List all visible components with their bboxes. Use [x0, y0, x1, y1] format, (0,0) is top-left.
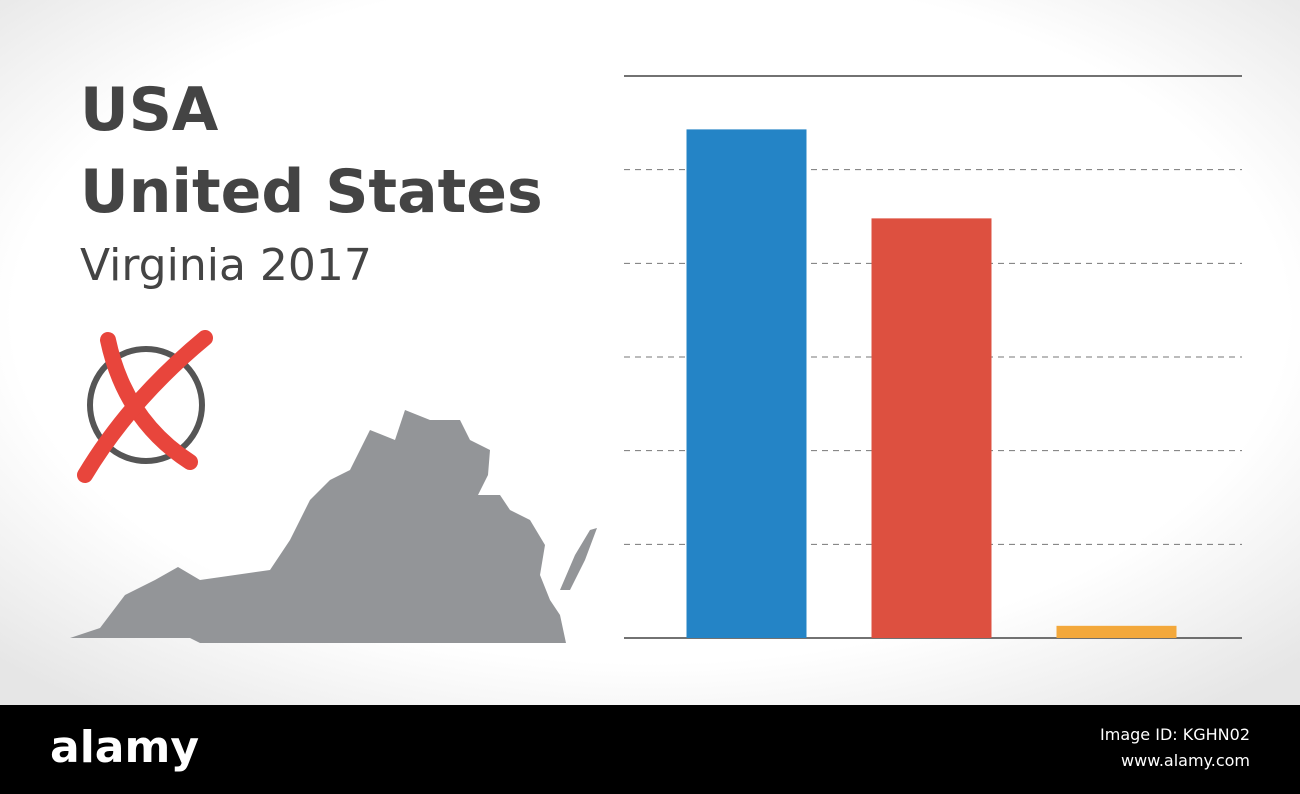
virginia-map: [70, 410, 597, 643]
subtitle: Virginia 2017: [80, 240, 372, 291]
ballot-icon: [77, 330, 213, 483]
footer-bar: [0, 705, 1300, 794]
title-line: USA: [80, 75, 219, 145]
bar-chart: [624, 75, 1242, 639]
brand: alamy: [50, 722, 199, 773]
image-id: Image ID: KGHN02: [1100, 725, 1250, 744]
bar: [686, 129, 807, 638]
title-line: United States: [80, 157, 543, 227]
bar: [871, 218, 992, 638]
bar: [1056, 625, 1177, 638]
url: www.alamy.com: [1121, 751, 1250, 770]
